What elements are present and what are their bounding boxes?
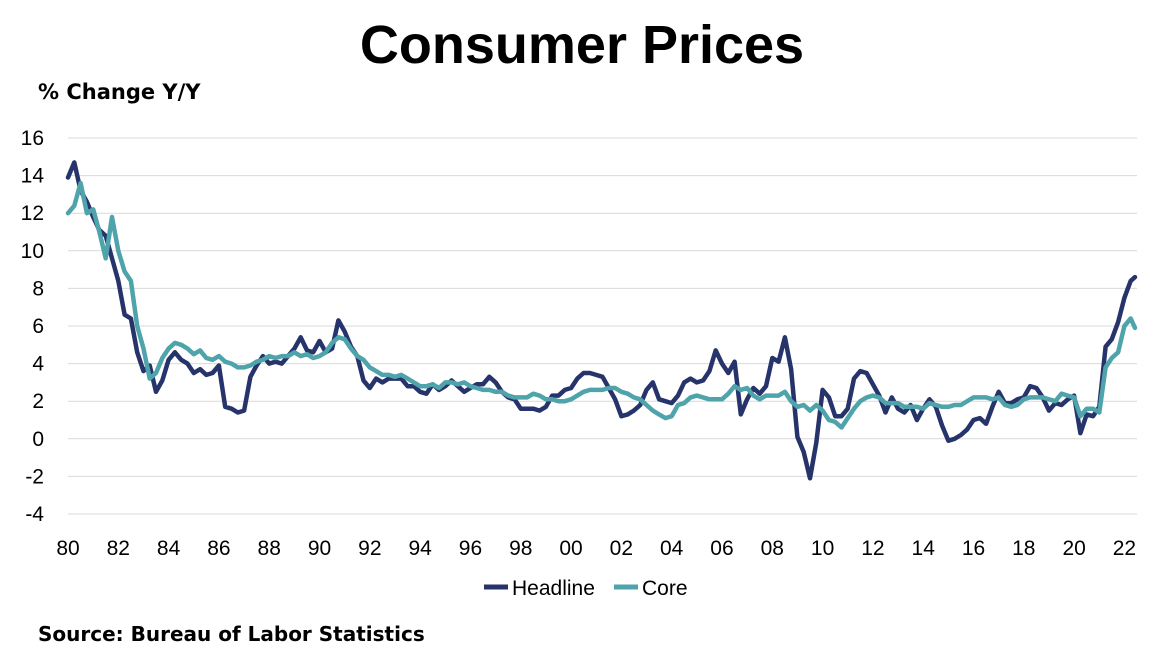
x-tick-label: 14 <box>912 537 936 560</box>
x-tick-label: 86 <box>207 537 230 560</box>
series-line-headline <box>65 160 1138 481</box>
y-tick-label: 14 <box>21 165 45 188</box>
legend: Headline Core <box>484 577 688 600</box>
x-tick-label: 12 <box>861 537 884 560</box>
series-lines <box>65 160 1138 481</box>
y-tick-label: 4 <box>32 353 44 376</box>
y-tick-label: 6 <box>32 315 44 338</box>
x-tick-label: 02 <box>610 537 633 560</box>
x-axis-ticks: 80 82 84 86 88 90 92 94 96 98 00 02 04 06 08 10 12 14 16 18… <box>56 537 1136 560</box>
y-axis-ticks: 16 14 12 10 8 6 4 2 0 -2 -4 <box>21 127 45 526</box>
x-tick-label: 08 <box>761 537 784 560</box>
y-tick-label: -2 <box>25 465 44 488</box>
x-tick-label: 18 <box>1012 537 1035 560</box>
legend-label-headline: Headline <box>512 577 595 600</box>
x-tick-label: 92 <box>358 537 381 560</box>
y-tick-label: 10 <box>21 240 44 263</box>
x-tick-label: 80 <box>56 537 79 560</box>
y-tick-label: 2 <box>32 390 44 413</box>
x-tick-label: 84 <box>157 537 181 560</box>
y-tick-label: 0 <box>32 428 44 451</box>
x-tick-label: 82 <box>107 537 130 560</box>
series-line-core <box>65 180 1138 430</box>
x-tick-label: 16 <box>962 537 985 560</box>
chart-title: Consumer Prices <box>359 15 805 75</box>
y-tick-label: 12 <box>21 202 44 225</box>
x-tick-label: 94 <box>408 537 432 560</box>
gridlines <box>68 137 1137 515</box>
x-tick-label: 10 <box>811 537 834 560</box>
x-tick-label: 22 <box>1113 537 1136 560</box>
y-tick-label: 8 <box>32 277 44 300</box>
source-note: Source: Bureau of Labor Statistics <box>38 622 425 646</box>
x-tick-label: 00 <box>559 537 582 560</box>
y-tick-label: 16 <box>21 127 44 150</box>
x-tick-label: 06 <box>710 537 733 560</box>
x-tick-label: 04 <box>660 537 684 560</box>
y-tick-label: -4 <box>25 503 44 526</box>
x-tick-label: 88 <box>258 537 281 560</box>
x-tick-label: 90 <box>308 537 331 560</box>
x-tick-label: 96 <box>459 537 482 560</box>
x-tick-label: 98 <box>509 537 532 560</box>
y-axis-unit-label: % Change Y/Y <box>38 80 201 104</box>
x-tick-label: 20 <box>1062 537 1085 560</box>
legend-label-core: Core <box>642 577 688 600</box>
